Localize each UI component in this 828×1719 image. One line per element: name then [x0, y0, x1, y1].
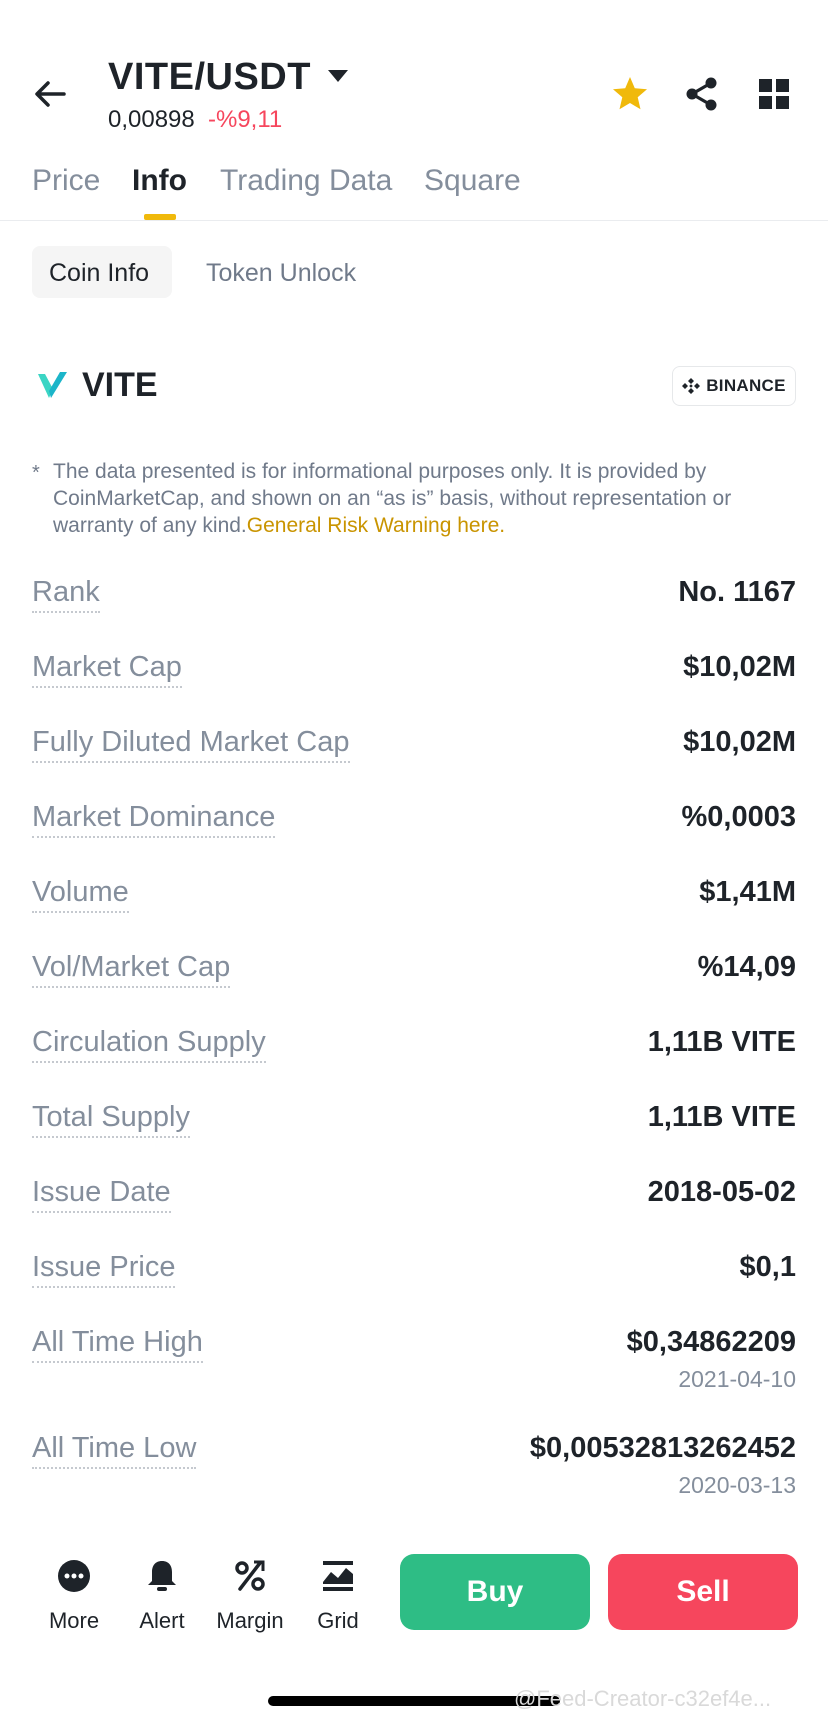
percent-icon: [235, 1560, 265, 1591]
bottom-alert-button[interactable]: Alert: [122, 1558, 202, 1634]
stat-value: $0,34862209: [626, 1326, 796, 1358]
buy-button[interactable]: Buy: [400, 1554, 590, 1630]
stat-value: No. 1167: [678, 576, 796, 608]
stat-label[interactable]: Total Supply: [32, 1101, 190, 1138]
risk-warning-link[interactable]: General Risk Warning here.: [246, 514, 506, 537]
stat-value: %0,0003: [681, 801, 797, 833]
tabs-divider: [0, 220, 828, 221]
share-icon[interactable]: [682, 74, 722, 114]
bell-icon: [148, 1561, 176, 1591]
bottom-grid-label: Grid: [317, 1608, 359, 1633]
stat-label[interactable]: Rank: [32, 576, 100, 613]
stat-label[interactable]: All Time Low: [32, 1432, 197, 1469]
pair-dropdown-caret-icon[interactable]: [328, 70, 348, 82]
stat-value: $10,02M: [683, 651, 796, 683]
last-price: 0,00898: [108, 106, 195, 133]
stat-value: $0,00532813262452: [529, 1432, 796, 1464]
binance-source-badge: BINANCE: [672, 366, 796, 406]
stat-label[interactable]: Market Dominance: [32, 801, 276, 838]
creator-watermark: @Feed-Creator-c32ef4e...: [514, 1686, 772, 1711]
stat-value: $0,1: [739, 1251, 796, 1283]
disclaimer-text: The data presented is for informational …: [53, 458, 793, 539]
stat-label[interactable]: Circulation Supply: [32, 1026, 266, 1063]
active-tab-indicator: [144, 214, 176, 220]
home-indicator[interactable]: [268, 1696, 560, 1706]
bottom-more-label: More: [48, 1608, 100, 1633]
layout-grid-icon[interactable]: [756, 76, 792, 112]
stat-label[interactable]: Issue Date: [32, 1176, 171, 1213]
back-arrow-icon[interactable]: [30, 72, 74, 116]
more-icon: [58, 1560, 90, 1592]
disclaimer-marker: *: [32, 462, 40, 484]
bottom-grid-button[interactable]: Grid: [298, 1558, 378, 1634]
tab-info[interactable]: Info: [132, 164, 187, 197]
bottom-alert-label: Alert: [139, 1608, 185, 1633]
stat-label[interactable]: Volume: [32, 876, 129, 913]
pair-title[interactable]: VITE/USDT: [108, 56, 311, 98]
disclaimer-body: The data presented is for informational …: [53, 460, 732, 537]
tab-square[interactable]: Square: [424, 164, 521, 197]
vite-logo-icon: [38, 372, 67, 398]
stat-value: $10,02M: [683, 726, 796, 758]
bottom-margin-button[interactable]: Margin: [210, 1558, 290, 1634]
stat-date: 2020-03-13: [678, 1472, 796, 1498]
favorite-star-icon[interactable]: [610, 74, 650, 114]
tab-trading-data[interactable]: Trading Data: [220, 164, 393, 197]
stat-value: %14,09: [697, 951, 796, 983]
price-change: -%9,11: [208, 106, 283, 133]
stat-label[interactable]: Fully Diluted Market Cap: [32, 726, 350, 763]
bottom-more-button[interactable]: More: [34, 1558, 114, 1634]
coin-name: VITE: [82, 366, 158, 404]
tab-price[interactable]: Price: [32, 164, 101, 197]
stat-value: 1,11B VITE: [647, 1101, 796, 1133]
binance-badge-label: BINANCE: [706, 376, 786, 395]
binance-logo-icon: [682, 378, 701, 394]
subtab-coin-info[interactable]: Coin Info: [49, 259, 150, 287]
stat-value: 1,11B VITE: [647, 1026, 796, 1058]
stat-label[interactable]: All Time High: [32, 1326, 203, 1363]
grid-bot-icon: [323, 1561, 353, 1591]
bottom-margin-label: Margin: [216, 1608, 284, 1633]
sell-button[interactable]: Sell: [608, 1554, 798, 1630]
stat-label[interactable]: Vol/Market Cap: [32, 951, 231, 988]
subtab-token-unlock[interactable]: Token Unlock: [206, 259, 357, 287]
stat-value: $1,41M: [699, 876, 796, 908]
stat-label[interactable]: Issue Price: [32, 1251, 176, 1288]
subtab-coin-info-pill[interactable]: [32, 246, 172, 298]
stat-value: 2018-05-02: [647, 1176, 796, 1208]
stat-label[interactable]: Market Cap: [32, 651, 182, 688]
stat-date: 2021-04-10: [678, 1366, 796, 1392]
